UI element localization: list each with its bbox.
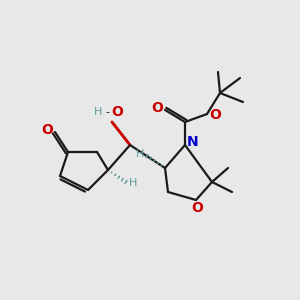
Text: O: O xyxy=(151,101,163,115)
Text: O: O xyxy=(41,123,53,137)
Text: N: N xyxy=(187,135,199,149)
Text: -: - xyxy=(105,107,109,117)
Text: O: O xyxy=(191,201,203,215)
Text: O: O xyxy=(111,105,123,119)
Text: H: H xyxy=(136,149,144,159)
Text: O: O xyxy=(209,108,221,122)
Text: H: H xyxy=(94,107,102,117)
Text: H: H xyxy=(129,178,137,188)
